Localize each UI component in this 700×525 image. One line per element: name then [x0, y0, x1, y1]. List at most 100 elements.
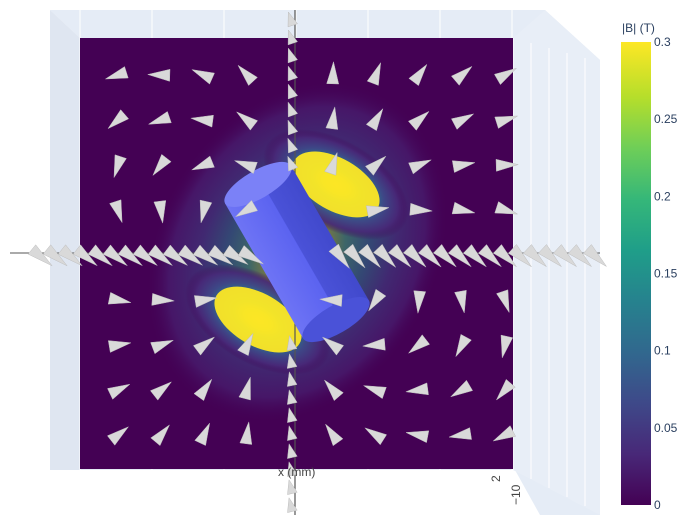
- field-arrow-cone: [287, 425, 298, 441]
- field-arrow-cone: [287, 65, 299, 82]
- colorbar-tick-label: 0.1: [654, 344, 671, 358]
- field-arrow-cone: [405, 430, 430, 443]
- field-arrow-cone: [451, 201, 476, 215]
- field-arrow-cone: [358, 243, 381, 268]
- field-arrow-cone: [373, 243, 396, 268]
- field-arrow-cone: [42, 244, 68, 267]
- field-arrow-cone: [451, 113, 475, 130]
- field-arrow-cone: [500, 334, 514, 359]
- field-arrow-cone: [152, 154, 172, 177]
- field-arrow-cone: [194, 422, 211, 446]
- field-arrow-cone: [237, 332, 254, 356]
- field-arrow-cone: [365, 107, 384, 131]
- field-arrow-cone: [107, 340, 132, 353]
- field-arrow-cone: [321, 336, 344, 356]
- field-arrow-cone: [328, 243, 350, 269]
- field-arrow-cone: [496, 289, 510, 314]
- field-arrow-cone: [409, 202, 434, 216]
- field-arrow-cone: [235, 111, 258, 131]
- colorbar-title: |B| (T): [622, 21, 655, 35]
- field-arrow-cone: [407, 334, 430, 354]
- colorbar[interactable]: |B| (T) 0 0.05 0.1 0.15 0.2 0.25 0.3: [621, 21, 678, 512]
- field-arrow-cone: [57, 244, 83, 267]
- field-arrow-cone: [287, 407, 298, 423]
- colorbar-tick-label: 0.25: [654, 112, 678, 126]
- field-arrow-cone: [287, 83, 299, 100]
- field-arrow-cone: [364, 155, 387, 176]
- field-arrow-cone: [150, 339, 175, 355]
- field-arrow-cone: [494, 67, 518, 86]
- field-arrow-cone: [87, 244, 113, 266]
- field-arrow-cone: [107, 109, 130, 130]
- field-arrow-cone: [462, 244, 487, 268]
- field-arrow-cone: [287, 137, 299, 154]
- colorbar-gradient: [621, 42, 651, 505]
- colorbar-tick-label: 0.3: [654, 35, 671, 49]
- field-arrow-cone: [418, 243, 442, 268]
- field-arrow-cone: [494, 201, 519, 215]
- field-arrow-cone: [102, 244, 128, 266]
- magnet-bottom-face: [302, 297, 370, 343]
- field-arrow-cone: [193, 295, 218, 308]
- field-arrow-cone: [286, 334, 298, 351]
- field-arrow-cone: [366, 61, 382, 86]
- field-arrow-cone: [189, 114, 214, 128]
- field-arrow-cone: [107, 426, 130, 446]
- field-arrow-cone: [104, 66, 129, 80]
- field-arrow-cone: [150, 381, 173, 401]
- field-arrow-cone: [287, 101, 299, 118]
- field-arrow-cone: [477, 244, 502, 267]
- field-arrow-cone: [191, 69, 215, 85]
- field-arrow-cone: [567, 244, 592, 267]
- field-arrow-cone: [72, 244, 98, 266]
- field-arrow-cone: [413, 290, 427, 315]
- field-arrow-cone: [448, 427, 472, 440]
- field-arrow-cone: [407, 110, 430, 131]
- field-arrow-cone: [454, 289, 467, 314]
- field-arrow-cone: [193, 336, 216, 356]
- field-arrow-cone: [492, 244, 517, 267]
- field-arrow-cone: [537, 244, 562, 267]
- field-arrow-cone: [237, 64, 258, 86]
- field-arrow-cone: [238, 376, 251, 401]
- field-arrow-cone: [404, 382, 429, 396]
- field-arrow-cone: [286, 353, 298, 369]
- field-arrow-cone: [582, 244, 607, 267]
- field-arrow-cone: [492, 425, 516, 442]
- colorbar-tick-label: 0: [654, 498, 661, 512]
- field-arrow-cone: [361, 337, 386, 351]
- field-arrows: [27, 11, 607, 513]
- field-arrow-cone: [147, 244, 173, 266]
- field-arrow-cone: [287, 461, 298, 477]
- field-arrow-cone: [455, 334, 472, 358]
- field-arrow-cone: [113, 154, 127, 179]
- field-arrow-cone: [150, 424, 171, 447]
- field-arrow-cone: [507, 244, 532, 267]
- field-arrow-cone: [132, 244, 158, 266]
- field-arrow-cone: [495, 378, 516, 401]
- colorbar-tick-label: 0.05: [654, 421, 678, 435]
- axis-labels: x (mm) −10 2: [278, 465, 523, 505]
- magnet-cylinder[interactable]: [218, 153, 376, 350]
- field-arrow-cone: [199, 199, 213, 224]
- field-arrow-cone: [237, 245, 264, 265]
- y-axis-tick: −10: [509, 484, 523, 505]
- field-arrow-cone: [522, 244, 547, 267]
- field-arrow-cone: [408, 159, 433, 175]
- colorbar-ticks: 0 0.05 0.1 0.15 0.2 0.25 0.3: [654, 35, 678, 512]
- field-arrow-cone: [362, 385, 387, 399]
- field-arrow-cone: [287, 155, 299, 172]
- field-arrow-cone: [287, 47, 298, 64]
- field-arrow-cone: [326, 60, 340, 85]
- field-arrow-cone: [433, 243, 457, 268]
- field-arrow-cone: [324, 151, 338, 176]
- field-arrow-cone: [109, 199, 123, 224]
- field-arrow-cone: [552, 244, 577, 267]
- field-arrow-cone: [364, 427, 387, 446]
- field-arrow-cone: [287, 11, 298, 28]
- field-arrow-cone: [239, 420, 253, 445]
- field-arrow-cone: [147, 111, 172, 125]
- field-arrow-cone: [494, 115, 519, 129]
- field-arrow-cone: [190, 155, 215, 171]
